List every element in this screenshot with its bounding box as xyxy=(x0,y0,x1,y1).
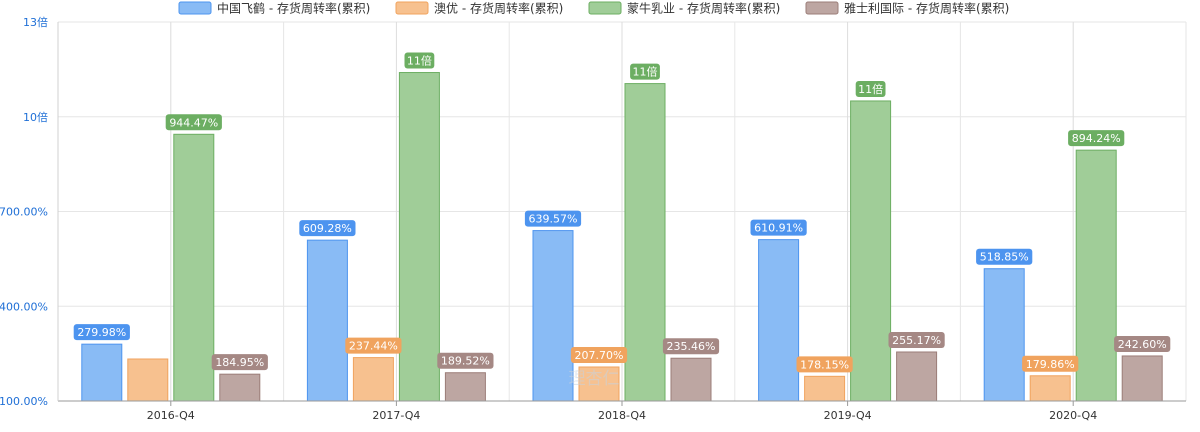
y-tick-label: 10倍 xyxy=(23,110,48,124)
legend-swatch xyxy=(178,1,212,15)
svg-text:242.60%: 242.60% xyxy=(1118,338,1167,351)
x-tick-label: 2019-Q4 xyxy=(824,409,872,422)
data-label: 639.57% xyxy=(524,210,582,227)
legend-item[interactable]: 雅士利国际 - 存货周转率(累积) xyxy=(805,1,1009,16)
bar[interactable] xyxy=(1075,149,1117,402)
svg-text:235.46%: 235.46% xyxy=(667,340,716,353)
svg-text:179.86%: 179.86% xyxy=(1026,358,1075,371)
bar[interactable] xyxy=(398,72,440,402)
svg-text:11倍: 11倍 xyxy=(858,82,883,96)
svg-text:184.95%: 184.95% xyxy=(215,356,264,369)
bar[interactable] xyxy=(81,343,123,402)
svg-text:279.98%: 279.98% xyxy=(77,326,126,339)
y-tick-label: 13倍 xyxy=(23,15,48,29)
data-label: 237.44% xyxy=(345,337,402,354)
data-label: 279.98% xyxy=(73,324,130,341)
svg-text:11倍: 11倍 xyxy=(407,54,432,68)
data-labels-layer: 279.98% 609.28% 639.57% 610.91% 518.85% 237.4… xyxy=(73,52,1171,373)
data-label: 610.91% xyxy=(750,219,807,236)
bar[interactable] xyxy=(850,100,892,402)
watermark: 理杏仁 xyxy=(569,369,620,389)
data-label: 184.95% xyxy=(211,354,268,371)
data-label: 894.24% xyxy=(1068,130,1125,147)
data-label: 944.47% xyxy=(165,114,222,131)
legend: 中国飞鹤 - 存货周转率(累积) 澳优 - 存货周转率(累积) 蒙牛乳业 - 存货周… xyxy=(178,1,1009,16)
bar[interactable] xyxy=(127,358,169,402)
data-label: 189.52% xyxy=(437,352,494,369)
bar[interactable] xyxy=(1121,355,1163,402)
data-label: 11倍 xyxy=(404,52,435,69)
bars-layer xyxy=(81,72,1163,402)
data-label: 207.70% xyxy=(570,346,628,363)
bar[interactable] xyxy=(306,239,348,402)
data-label: 235.46% xyxy=(662,338,720,355)
svg-text:237.44%: 237.44% xyxy=(349,340,398,353)
data-label: 518.85% xyxy=(976,248,1033,265)
legend-label: 雅士利国际 - 存货周转率(累积) xyxy=(844,1,1009,16)
legend-label: 中国飞鹤 - 存货周转率(累积) xyxy=(217,1,370,16)
legend-swatch xyxy=(805,1,839,15)
data-label: 242.60% xyxy=(1114,335,1171,352)
data-label: 609.28% xyxy=(299,220,356,237)
legend-swatch xyxy=(395,1,429,15)
bar[interactable] xyxy=(804,375,846,402)
legend-item[interactable]: 中国飞鹤 - 存货周转率(累积) xyxy=(178,1,370,16)
x-tick-label: 2017-Q4 xyxy=(372,409,420,422)
svg-text:255.17%: 255.17% xyxy=(892,334,941,347)
data-label: 11倍 xyxy=(630,63,660,80)
x-tick-label: 2018-Q4 xyxy=(598,409,646,422)
data-label: 255.17% xyxy=(888,331,945,348)
bar[interactable] xyxy=(352,357,394,402)
bar[interactable] xyxy=(1029,375,1071,402)
data-label: 179.86% xyxy=(1022,355,1079,372)
legend-label: 蒙牛乳业 - 存货周转率(累积) xyxy=(627,1,780,16)
svg-text:207.70%: 207.70% xyxy=(575,349,624,362)
bar[interactable] xyxy=(758,239,800,402)
y-tick-label: 400.00% xyxy=(0,300,48,313)
legend-swatch xyxy=(588,1,622,15)
axis-layer: 100.00% 400.00% 700.00% 10倍 13倍 2016-Q4 2017-Q… xyxy=(0,15,1186,422)
bar[interactable] xyxy=(896,351,938,402)
svg-text:639.57%: 639.57% xyxy=(529,213,578,226)
bar[interactable] xyxy=(173,133,215,402)
y-tick-label: 100.00% xyxy=(0,395,48,408)
svg-text:178.15%: 178.15% xyxy=(800,358,849,371)
svg-text:609.28%: 609.28% xyxy=(303,222,352,235)
x-tick-label: 2016-Q4 xyxy=(147,409,195,422)
legend-label: 澳优 - 存货周转率(累积) xyxy=(434,1,563,16)
svg-text:610.91%: 610.91% xyxy=(754,222,803,235)
bar[interactable] xyxy=(532,230,574,402)
legend-item[interactable]: 蒙牛乳业 - 存货周转率(累积) xyxy=(588,1,780,16)
data-label: 11倍 xyxy=(855,80,886,97)
svg-text:894.24%: 894.24% xyxy=(1072,132,1121,145)
bar[interactable] xyxy=(983,268,1025,402)
bar[interactable] xyxy=(624,83,666,402)
svg-text:11倍: 11倍 xyxy=(633,65,658,79)
svg-text:189.52%: 189.52% xyxy=(441,355,490,368)
svg-text:518.85%: 518.85% xyxy=(980,251,1029,264)
y-tick-label: 700.00% xyxy=(0,206,48,219)
bar[interactable] xyxy=(219,373,261,402)
legend-item[interactable]: 澳优 - 存货周转率(累积) xyxy=(395,1,563,16)
bar[interactable] xyxy=(444,372,486,402)
x-tick-label: 2020-Q4 xyxy=(1049,409,1097,422)
bar[interactable] xyxy=(670,357,712,402)
svg-text:944.47%: 944.47% xyxy=(169,116,218,129)
data-label: 178.15% xyxy=(796,356,853,373)
